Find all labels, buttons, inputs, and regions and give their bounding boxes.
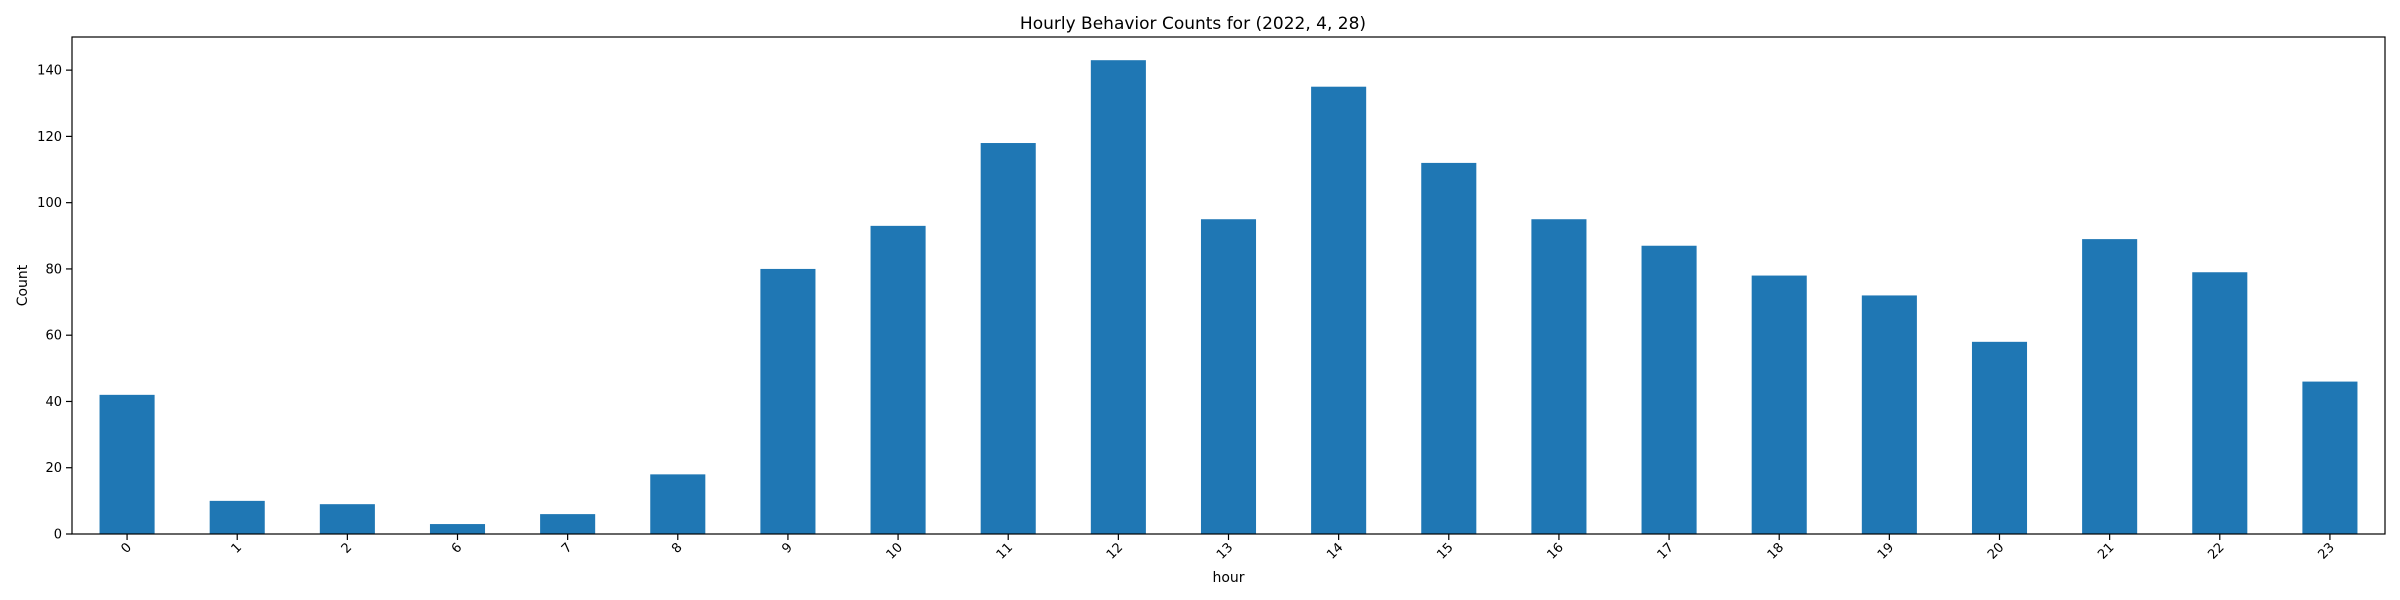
chart-title: Hourly Behavior Counts for (2022, 4, 28): [1020, 14, 1366, 34]
x-tick-label: 13: [1214, 540, 1236, 562]
x-tick-label: 2: [339, 540, 355, 556]
bar-hour-19: [1861, 295, 1917, 534]
bar-hour-10: [870, 225, 926, 535]
bar-hour-22: [2192, 272, 2248, 534]
y-tick-label: 140: [37, 64, 62, 79]
x-tick-label: 0: [118, 540, 134, 556]
x-tick-label: 7: [559, 540, 575, 556]
x-tick-label: 17: [1655, 540, 1677, 562]
bar-hour-17: [1641, 245, 1697, 535]
x-tick-label: 15: [1434, 540, 1456, 562]
bar-hour-1: [209, 500, 265, 534]
bar-hour-23: [2302, 381, 2358, 534]
x-tick-label: 16: [1544, 540, 1566, 562]
x-tick-label: 6: [449, 540, 465, 556]
y-tick-label: 60: [45, 329, 62, 344]
x-axis: 0 1 2 6 7 8 9 10 11 12 13 14 15 16 17 18 19 20 21 22 23: [118, 534, 2338, 563]
bar-hour-2: [319, 504, 375, 534]
bar-hour-0: [99, 394, 155, 534]
bar-hour-9: [760, 268, 816, 534]
bar-hour-11: [980, 143, 1036, 534]
bar-hour-21: [2082, 239, 2138, 534]
x-tick-label: 22: [2205, 540, 2227, 562]
x-tick-label: 19: [1875, 540, 1897, 562]
x-tick-label: 11: [994, 540, 1016, 562]
bar-hour-20: [1971, 341, 2028, 534]
y-tick-label: 120: [37, 130, 62, 145]
x-tick-label: 14: [1324, 540, 1346, 562]
x-tick-label: 8: [669, 540, 685, 556]
bar-hour-7: [540, 514, 596, 534]
plot-frame: [71, 36, 2386, 535]
bar-hour-13: [1200, 219, 1257, 534]
x-tick-label: 9: [779, 540, 795, 556]
x-tick-label: 12: [1104, 540, 1126, 562]
bar-hour-14: [1311, 86, 1367, 534]
bar-hour-15: [1421, 162, 1477, 534]
bar-hour-6: [429, 524, 486, 534]
bar-hour-8: [650, 474, 706, 534]
x-axis-label: hour: [1212, 570, 1244, 586]
y-tick-label: 80: [45, 262, 62, 277]
x-tick-label: 21: [2095, 540, 2117, 562]
y-axis-label: Count: [15, 264, 31, 306]
x-tick-label: 1: [229, 540, 245, 556]
y-tick-label: 100: [37, 196, 62, 211]
y-tick-label: 0: [54, 528, 62, 543]
y-tick-label: 20: [45, 461, 62, 476]
x-tick-label: 23: [2315, 540, 2337, 562]
x-tick-label: 10: [884, 540, 906, 562]
y-axis: 0 20 40 60 80 100 120 140: [37, 64, 72, 543]
x-tick-label: 18: [1765, 540, 1787, 562]
y-tick-label: 40: [45, 395, 62, 410]
bar-hour-16: [1531, 219, 1587, 534]
bar-hour-18: [1751, 275, 1807, 534]
x-tick-label: 20: [1985, 540, 2007, 562]
bar-series: [99, 60, 2358, 535]
bar-hour-12: [1090, 60, 1146, 535]
